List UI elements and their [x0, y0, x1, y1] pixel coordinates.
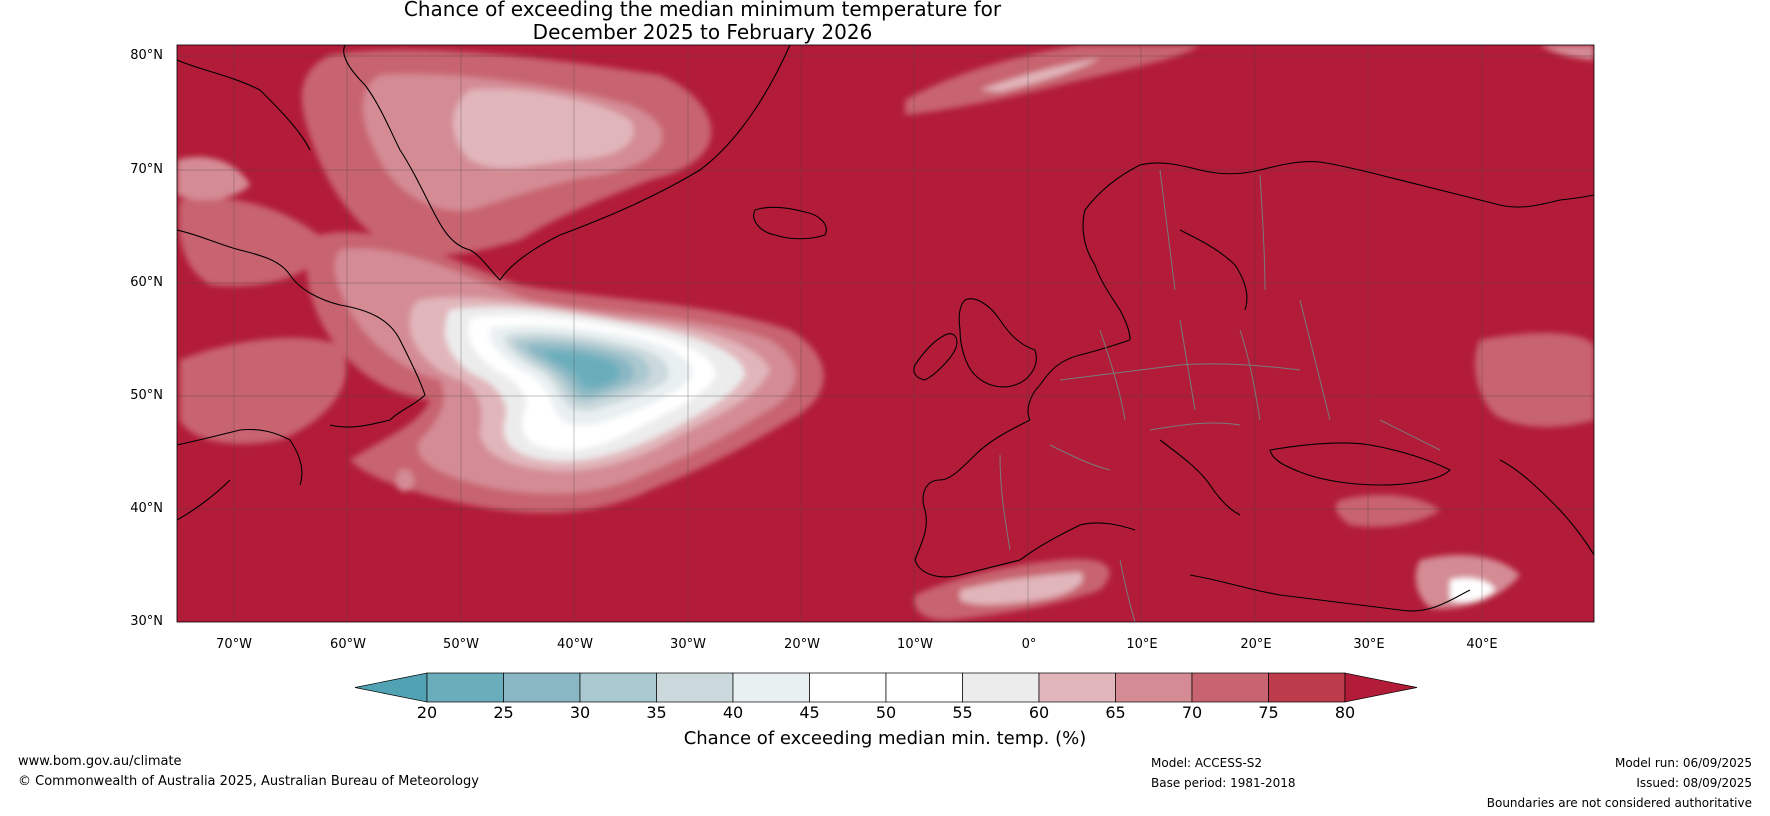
- lon-tick-label: 10°E: [1126, 637, 1158, 652]
- colorbar-tick-label: 60: [1028, 703, 1050, 722]
- disclaimer-text: Boundaries are not considered authoritat…: [1486, 796, 1752, 810]
- lat-tick-label: 80°N: [130, 48, 163, 63]
- lat-tick-label: 70°N: [130, 162, 163, 177]
- map-title: Chance of exceeding the median minimum t…: [0, 0, 1405, 44]
- lat-tick-label: 30°N: [130, 614, 163, 629]
- lon-tick-label: 50°W: [443, 637, 479, 652]
- colorbar-segment: [656, 672, 734, 703]
- colorbar-segment: [1191, 672, 1269, 703]
- colorbar-tick-label: 20: [416, 703, 438, 722]
- colorbar-segment: [1038, 672, 1116, 703]
- colorbar-segment: [426, 672, 504, 703]
- lon-tick-label: 40°W: [557, 637, 593, 652]
- lat-tick-label: 60°N: [130, 275, 163, 290]
- colorbar-segment: [732, 672, 810, 703]
- colorbar-segment: [885, 672, 963, 703]
- colorbar-tick-label: 45: [799, 703, 820, 722]
- colorbar-extend-low: [354, 672, 428, 703]
- colorbar-tick-label: 80: [1334, 703, 1356, 722]
- colorbar: [354, 672, 1418, 703]
- title-line-2: December 2025 to February 2026: [532, 20, 873, 44]
- colorbar-tick-label: 65: [1105, 703, 1126, 722]
- copyright-text: © Commonwealth of Australia 2025, Austra…: [18, 774, 479, 789]
- colorbar-tick-label: 70: [1181, 703, 1203, 722]
- colorbar-extend-high: [1344, 672, 1418, 703]
- colorbar-segment: [1268, 672, 1346, 703]
- lon-tick-label: 60°W: [330, 637, 366, 652]
- coastlines: [177, 45, 1594, 612]
- colorbar-segment: [1115, 672, 1193, 703]
- colorbar-tick-label: 30: [569, 703, 591, 722]
- colorbar-tick-label: 55: [952, 703, 973, 722]
- colorbar-segment: [503, 672, 581, 703]
- colorbar-segment: [809, 672, 887, 703]
- lon-tick-label: 30°W: [670, 637, 706, 652]
- probability-field: [177, 45, 1594, 621]
- map-frame: [176, 44, 1595, 623]
- colorbar-tick-label: 50: [875, 703, 897, 722]
- lon-tick-label: 20°E: [1240, 637, 1272, 652]
- country-borders: [999, 169, 1441, 622]
- lon-tick-label: 0°: [1021, 637, 1037, 652]
- lon-tick-label: 20°W: [784, 637, 820, 652]
- lat-tick-label: 50°N: [130, 388, 163, 403]
- colorbar-segment: [579, 672, 657, 703]
- map-area: [177, 45, 1594, 622]
- lat-tick-label: 40°N: [130, 501, 163, 516]
- colorbar-tick-label: 75: [1258, 703, 1279, 722]
- gridlines: [177, 45, 1594, 622]
- lon-tick-label: 30°E: [1353, 637, 1385, 652]
- lon-tick-label: 10°W: [897, 637, 933, 652]
- model-text: Model: ACCESS-S2: [1151, 756, 1263, 770]
- colorbar-tick-label: 35: [646, 703, 667, 722]
- website-text: www.bom.gov.au/climate: [18, 754, 182, 769]
- base-period-text: Base period: 1981-2018: [1151, 776, 1296, 790]
- title-line-1: Chance of exceeding the median minimum t…: [403, 0, 1002, 21]
- issued-text: Issued: 08/09/2025: [1636, 776, 1752, 790]
- colorbar-tick-label: 25: [493, 703, 514, 722]
- colorbar-label: Chance of exceeding median min. temp. (%…: [683, 728, 1087, 749]
- lon-tick-label: 40°E: [1466, 637, 1498, 652]
- colorbar-tick-label: 40: [722, 703, 744, 722]
- lon-tick-label: 70°W: [216, 637, 252, 652]
- colorbar-segment: [962, 672, 1040, 703]
- model-run-text: Model run: 06/09/2025: [1614, 756, 1752, 770]
